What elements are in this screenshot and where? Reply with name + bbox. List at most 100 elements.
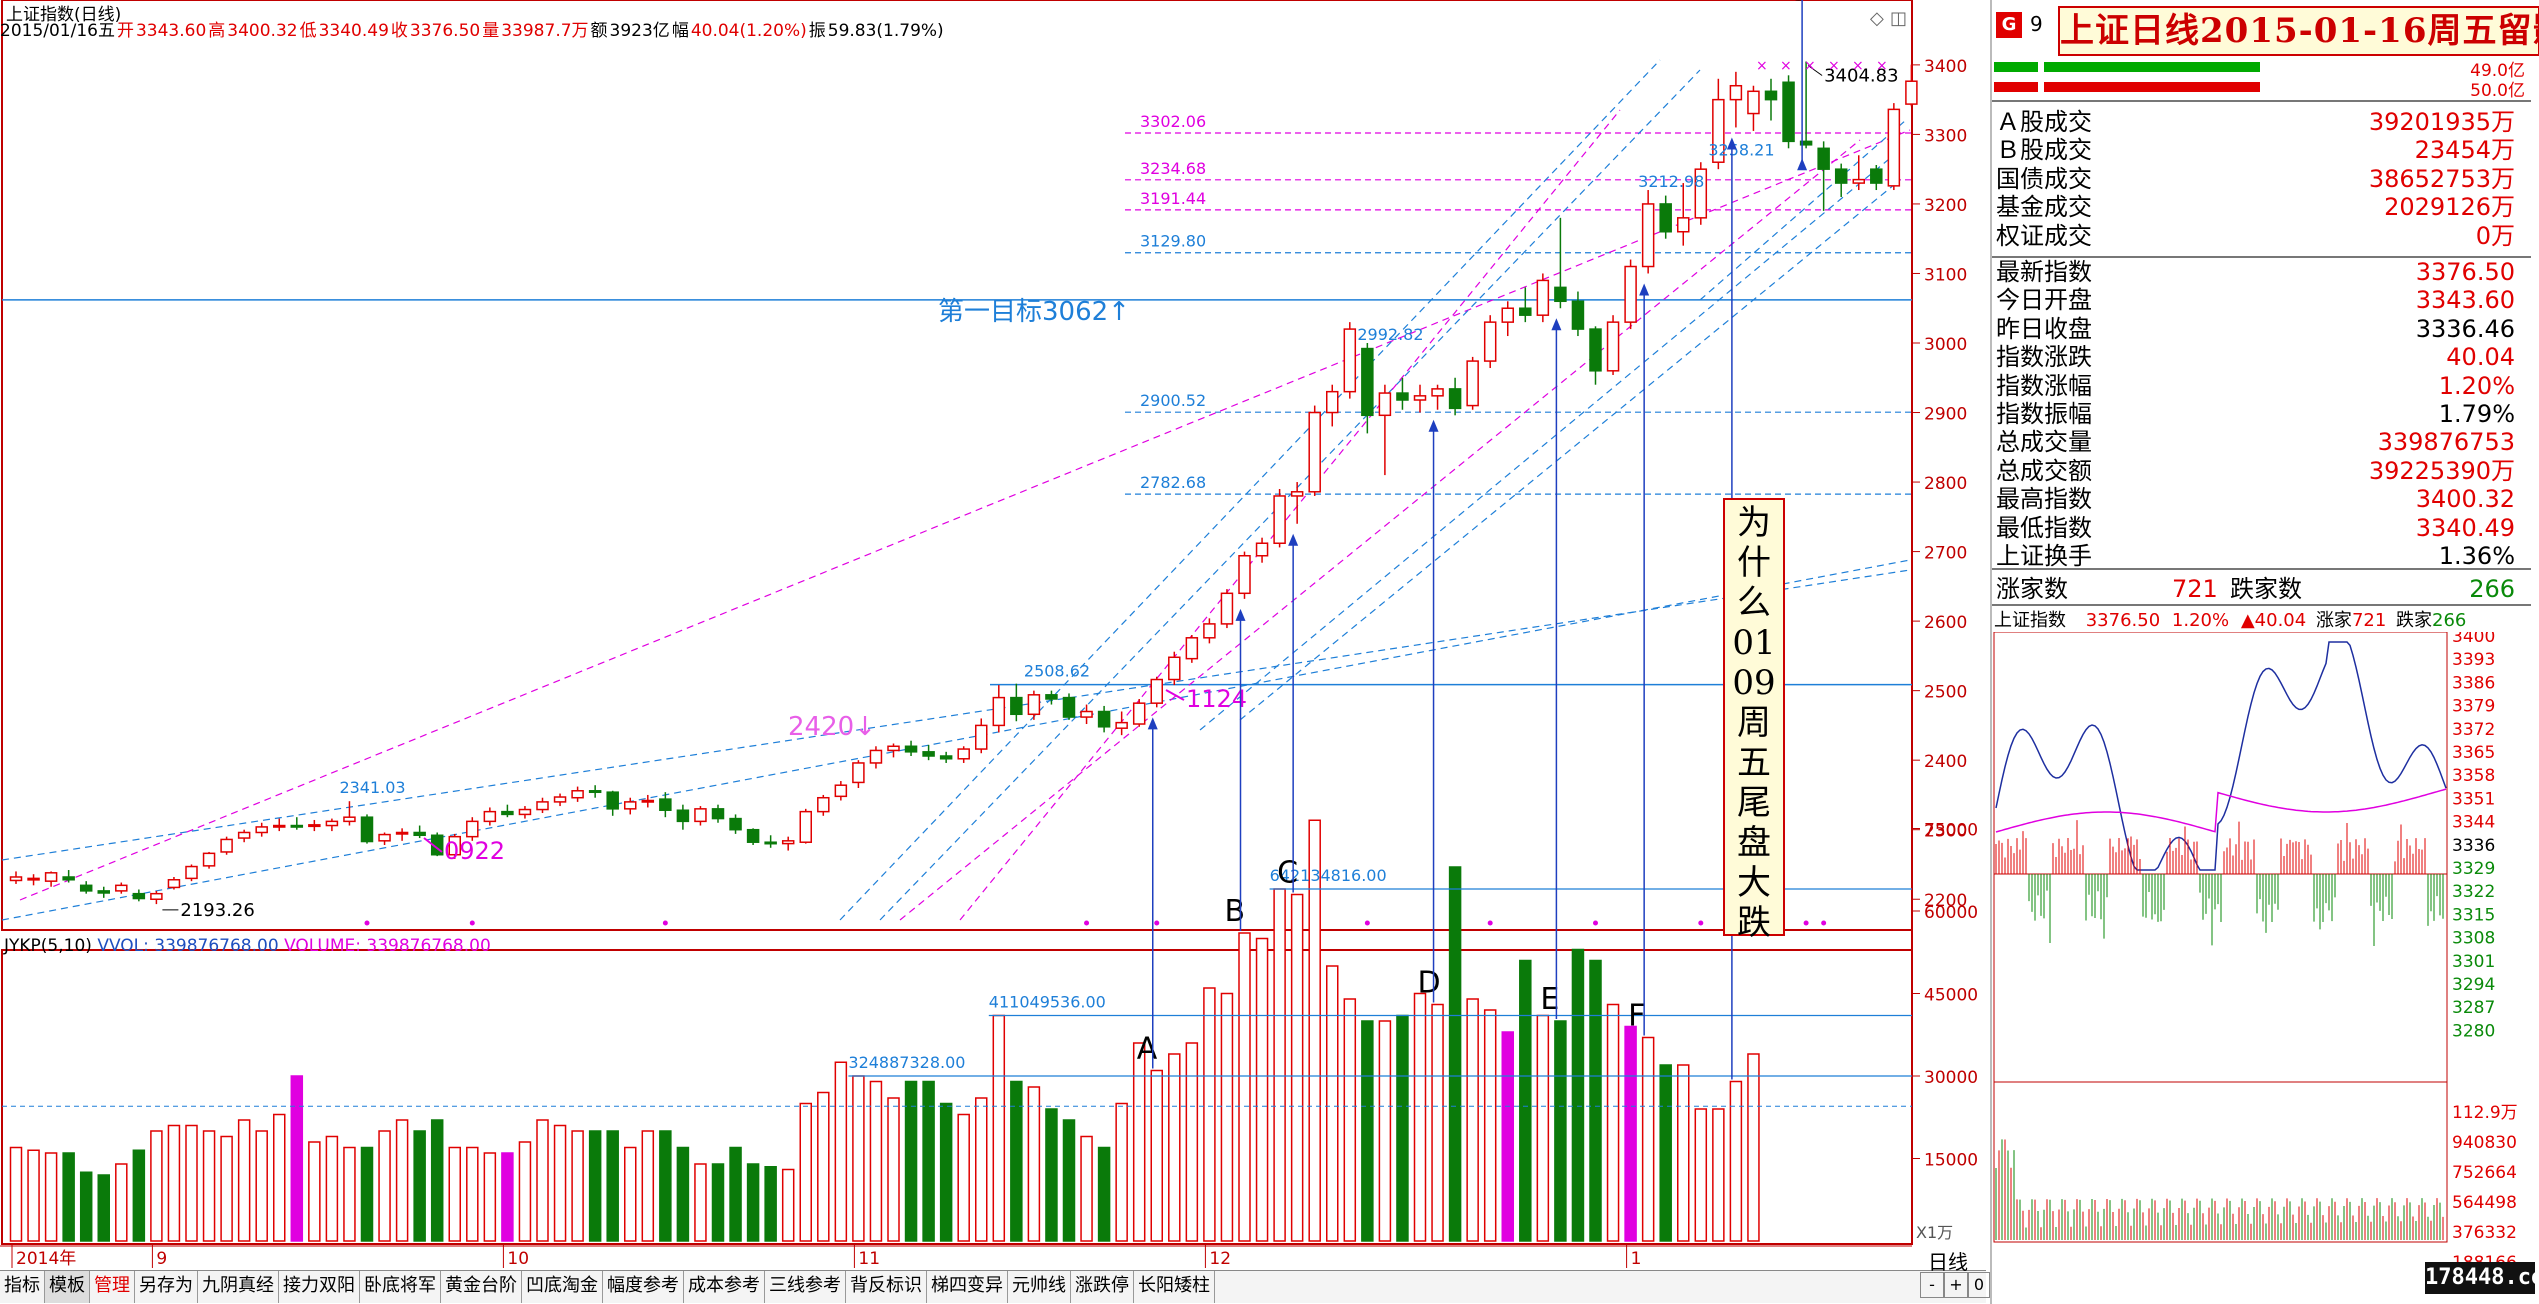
ohlc-close-label: 收: [390, 21, 408, 41]
callout-char: 为: [1737, 503, 1771, 543]
candle-body: [395, 831, 409, 835]
toolbar-item[interactable]: 背反标识: [846, 1271, 927, 1303]
volume-bar: [887, 1097, 900, 1242]
fall-label: 跌家数: [2230, 575, 2302, 603]
toolbar-item[interactable]: 三线参考: [765, 1271, 846, 1303]
candle-body: [641, 799, 655, 803]
volume-bar: [799, 1102, 812, 1242]
toolbar-item[interactable]: 成本参考: [684, 1271, 765, 1303]
trend-line: [1699, 119, 1907, 301]
toolbar-item[interactable]: 另存为: [135, 1271, 198, 1303]
volume-bar: [448, 1146, 461, 1242]
volume-bar: [1694, 1108, 1708, 1242]
toolbar-item[interactable]: 接力双阳: [279, 1271, 360, 1303]
volume-bar: [746, 1163, 760, 1242]
mini-price-line: [1995, 641, 2447, 871]
event-letter-marker: G: [1786, 0, 1809, 8]
candle-body: [1536, 279, 1550, 316]
candle-body: [746, 828, 760, 843]
mini-header: 上证指数 3376.50 1.20% ▲40.04 涨家721 跌家266: [1994, 606, 2466, 632]
mini-vol-tick: 752664: [2452, 1163, 2517, 1183]
volume-bar: [27, 1149, 40, 1242]
volume-bar: [1361, 1020, 1374, 1242]
mini-tick-label: 3336: [2452, 836, 2495, 856]
candle-body: [466, 820, 479, 838]
level-label: 3191.44: [1140, 189, 1206, 208]
volume-bar: [220, 1135, 233, 1242]
volume-bar: [641, 1130, 655, 1242]
candle-body: [501, 810, 514, 816]
volume-bar: [922, 1080, 935, 1242]
zoom-out-button[interactable]: -: [1920, 1272, 1944, 1298]
toolbar-item[interactable]: 九阴真经: [198, 1271, 279, 1303]
volume-bar: [729, 1146, 742, 1242]
candle-body: [167, 879, 181, 889]
candle-body: [237, 831, 251, 839]
mini-tick-label: 3322: [2452, 882, 2495, 902]
toolbar-item[interactable]: 模板: [45, 1271, 90, 1303]
stat-label: 指数涨跌: [1996, 343, 2092, 372]
volume-volume: VOLUME: 339876768.00: [284, 936, 491, 956]
ohlc-amp: 59.83(1.79%): [827, 21, 944, 41]
candle-body: [1799, 140, 1813, 146]
candle-body: [79, 884, 93, 892]
toolbar-item[interactable]: 凹底淘金: [522, 1271, 603, 1303]
toolbar-item[interactable]: 幅度参考: [603, 1271, 684, 1303]
candle-body: [1887, 108, 1901, 187]
signal-dot: [1084, 920, 1090, 926]
stat-row: 最高指数 3400.32: [1992, 485, 2531, 513]
volume-bar: [939, 1102, 953, 1242]
ohlc-high-label: 高: [208, 21, 226, 41]
candle-body: [255, 826, 268, 834]
stat-label: 最低指数: [1996, 513, 2092, 542]
trend-line: [1, 559, 1911, 921]
reset-button[interactable]: 0: [1968, 1272, 1990, 1298]
kline-chart[interactable]: 2200 2300 2400 2500 2600 2700 2800 2900 3000 3100…: [0, 0, 1990, 1270]
toolbar-item[interactable]: 元帅线: [1008, 1271, 1071, 1303]
volume-bar: [1168, 1053, 1181, 1242]
candle-body: [1185, 637, 1199, 660]
period-label[interactable]: 日线: [1928, 1250, 1968, 1274]
target-annotation: 第一目标3062↑: [938, 297, 1130, 327]
candle-body: [150, 892, 163, 900]
candle-body: [1168, 656, 1181, 681]
stat-row: 指数涨幅 1.20%: [1992, 372, 2531, 400]
candle-body: [1589, 328, 1602, 372]
diamond-icon[interactable]: ◇: [1870, 8, 1884, 29]
toolbar-item[interactable]: 梯四变异: [927, 1271, 1008, 1303]
volume-bar: [430, 1119, 444, 1242]
candle-body: [939, 755, 953, 760]
code-badge[interactable]: G: [1996, 12, 2022, 38]
fall-value: 266: [2469, 575, 2515, 603]
chart-title: 上证指数(日线): [6, 5, 122, 25]
candle-body: [62, 876, 75, 881]
price-tick-label: 3400: [1924, 57, 1967, 77]
intraday-chart[interactable]: 3400 3393 3386 3379 3372 3365 3358 3351 3344 3336…: [1992, 632, 2539, 1296]
event-arrow-head: [1639, 283, 1650, 296]
toolbar-item[interactable]: 指标: [0, 1271, 45, 1303]
ohlc-low-label: 低: [299, 21, 317, 41]
candle-body: [115, 884, 128, 892]
candle-body: [185, 865, 198, 880]
stat-label: 权证成交: [1996, 221, 2092, 250]
candle-body: [1326, 390, 1339, 414]
volume-bar: [553, 1124, 567, 1242]
zoom-in-button[interactable]: +: [1944, 1272, 1968, 1298]
toolbar-item[interactable]: 管理: [90, 1271, 135, 1303]
toolbar-item[interactable]: 长阳矮柱: [1134, 1271, 1215, 1303]
mini-vol-tick: 564498: [2452, 1193, 2517, 1213]
toolbar-item[interactable]: 卧底将军: [360, 1271, 441, 1303]
toolbar-item[interactable]: 黄金台阶: [441, 1271, 522, 1303]
volume-bar: [1448, 866, 1462, 1242]
toolbar-item[interactable]: 涨跌停: [1071, 1271, 1134, 1303]
volume-bar: [1536, 1014, 1550, 1242]
panel-icon[interactable]: ◫: [1890, 8, 1908, 29]
stat-label: Ｂ股成交: [1996, 136, 2092, 165]
rise-label: 涨家数: [1996, 575, 2068, 603]
stat-row: 总成交额 39225390万: [1992, 457, 2531, 485]
candle-body: [27, 877, 40, 881]
volume-value-label: 324887328.00: [848, 1053, 965, 1072]
candle-body: [1062, 696, 1076, 718]
price-label: 2992.82: [1357, 325, 1423, 344]
volume-bar: [237, 1119, 251, 1242]
